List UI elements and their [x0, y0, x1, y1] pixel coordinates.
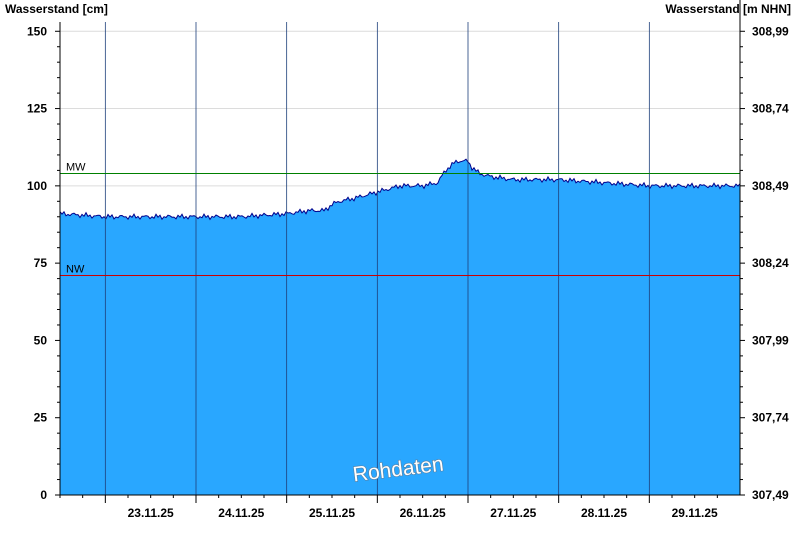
water-level-area — [60, 159, 740, 495]
ref-label-nw: NW — [66, 264, 85, 276]
left-tick-label: 150 — [27, 24, 47, 38]
x-tick-label: 27.11.25 — [490, 506, 536, 520]
left-axis-title: Wasserstand [cm] — [5, 2, 108, 16]
right-tick-label: 307,99 — [752, 333, 789, 347]
left-tick-label: 25 — [34, 411, 48, 425]
right-tick-label: 307,74 — [752, 411, 789, 425]
ref-label-mw: MW — [66, 161, 86, 173]
right-axis-title: Wasserstand [m NHN] — [665, 2, 791, 16]
left-tick-label: 125 — [27, 102, 47, 116]
left-y-ticks: 0 25 50 75 100 125 150 — [27, 24, 60, 502]
right-y-ticks: 307,49 307,74 307,99 308,24 308,49 308,74 308,… — [740, 24, 789, 502]
water-level-line — [59, 158, 741, 221]
x-tick-label: 28.11.25 — [581, 506, 627, 520]
right-tick-label: 307,49 — [752, 488, 789, 502]
reference-lines: MW NW — [60, 161, 740, 277]
x-tick-label: 25.11.25 — [309, 506, 355, 520]
left-tick-label: 75 — [34, 256, 48, 270]
left-tick-label: 0 — [40, 488, 47, 502]
x-tick-label: 29.11.25 — [672, 506, 718, 520]
left-tick-label: 100 — [27, 179, 47, 193]
x-tick-label: 26.11.25 — [400, 506, 446, 520]
x-tick-label: 24.11.25 — [218, 506, 264, 520]
x-tick-label: 23.11.25 — [128, 506, 174, 520]
left-tick-label: 50 — [34, 333, 48, 347]
right-tick-label: 308,99 — [752, 24, 789, 38]
right-tick-label: 308,24 — [752, 256, 789, 270]
vertical-gridlines — [104, 22, 650, 495]
right-tick-label: 308,49 — [752, 179, 789, 193]
right-tick-label: 308,74 — [752, 102, 789, 116]
x-ticks: 23.11.25 24.11.25 25.11.25 26.11.25 27.11.25… — [59, 495, 718, 520]
